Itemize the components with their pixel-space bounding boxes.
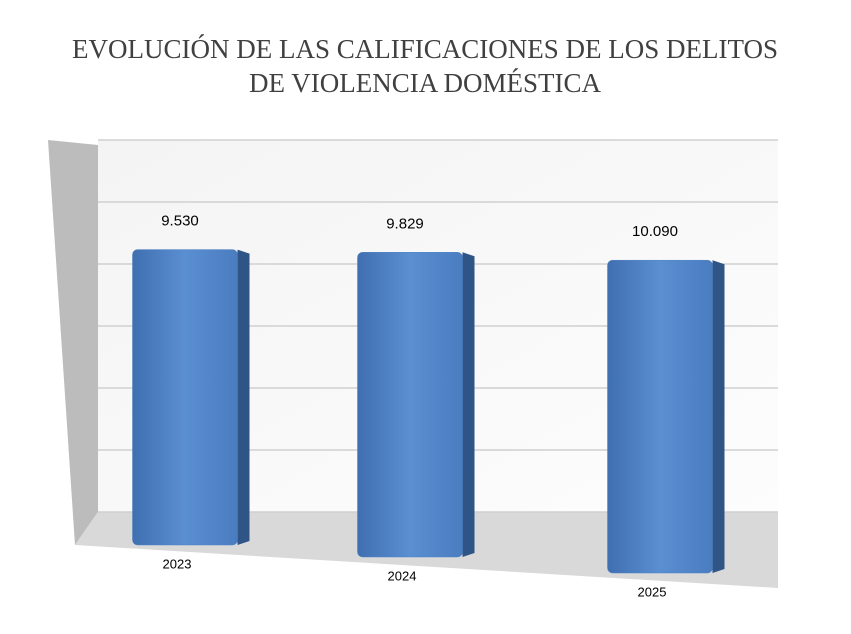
value-label: 9.829 [386,215,424,232]
x-tick-label: 2024 [388,568,417,583]
value-label: 10.090 [632,223,678,240]
bar-side [462,252,475,557]
bar [607,259,713,574]
chart-title: EVOLUCIÓN DE LAS CALIFICACIONES DE LOS D… [72,34,778,64]
bar-side [237,249,250,545]
side-wall [48,140,98,545]
x-tick-label: 2023 [163,556,192,571]
value-label: 9.530 [161,213,199,230]
x-tick-label: 2025 [638,584,667,599]
bar [357,252,463,558]
bar-side [712,260,725,573]
bar [132,249,238,546]
chart-title: DE VIOLENCIA DOMÉSTICA [249,68,601,98]
